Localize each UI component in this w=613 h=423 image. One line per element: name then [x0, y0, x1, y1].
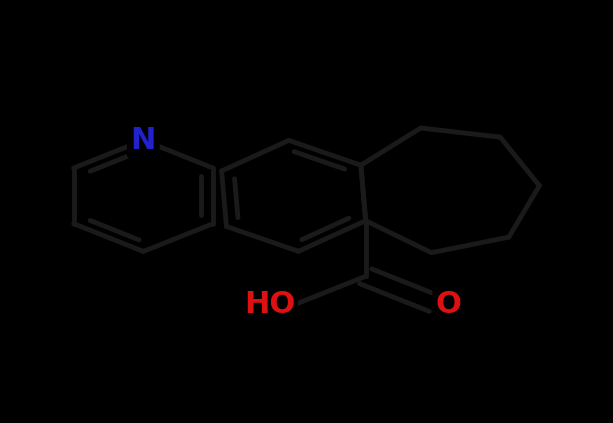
Text: N: N [131, 126, 156, 155]
Text: HO: HO [245, 290, 296, 319]
Text: O: O [435, 290, 462, 319]
